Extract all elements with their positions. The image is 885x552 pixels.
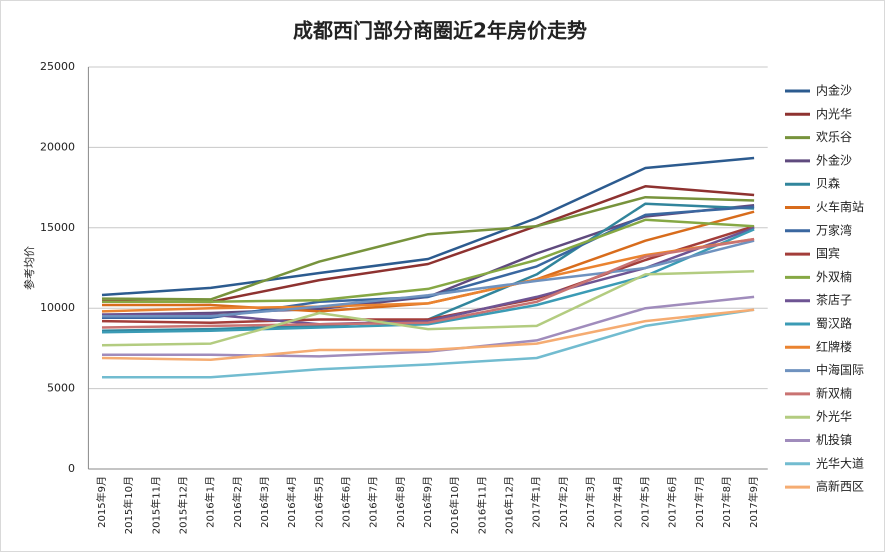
legend-label: 内金沙 bbox=[816, 83, 852, 98]
x-tick-label: 2016年5月 bbox=[312, 476, 325, 528]
x-tick-label: 2016年1月 bbox=[204, 476, 217, 528]
series-line bbox=[102, 205, 755, 320]
x-tick-label: 2015年12月 bbox=[177, 476, 190, 534]
x-tick-label: 2017年1月 bbox=[530, 476, 543, 528]
legend-label: 火车南站 bbox=[816, 199, 864, 214]
x-tick-label: 2016年7月 bbox=[367, 476, 380, 528]
legend-label: 国宾 bbox=[816, 246, 840, 261]
x-tick-label: 2016年9月 bbox=[421, 476, 434, 528]
y-tick-label: 5000 bbox=[47, 382, 75, 395]
series-line bbox=[101, 308, 755, 361]
x-tick-label: 2015年9月 bbox=[95, 476, 108, 528]
legend-label: 新双楠 bbox=[816, 385, 852, 400]
x-tick-label: 2017年2月 bbox=[557, 476, 570, 528]
series-line bbox=[101, 237, 755, 313]
series-line bbox=[101, 269, 755, 347]
x-tick-label: 2016年8月 bbox=[394, 476, 407, 528]
legend-label: 蜀汉路 bbox=[816, 316, 852, 331]
x-tick-label: 2017年7月 bbox=[693, 476, 706, 528]
series-line bbox=[102, 218, 755, 304]
x-tick-label: 2017年3月 bbox=[584, 476, 597, 528]
y-tick-label: 25000 bbox=[40, 60, 75, 73]
series-line bbox=[102, 295, 755, 358]
x-tick-label: 2017年8月 bbox=[720, 476, 733, 528]
legend-label: 光华大道 bbox=[816, 456, 864, 470]
x-tick-label: 2015年10月 bbox=[122, 476, 135, 534]
x-tick-label: 2016年12月 bbox=[503, 476, 516, 534]
x-tick-label: 2017年4月 bbox=[611, 476, 624, 528]
y-tick-label: 0 bbox=[68, 462, 75, 475]
x-tick-label: 2016年6月 bbox=[340, 476, 353, 528]
series-line bbox=[101, 156, 755, 297]
y-tick-label: 10000 bbox=[40, 301, 75, 314]
series-line bbox=[102, 308, 755, 379]
x-tick-label: 2016年3月 bbox=[258, 476, 271, 528]
y-axis-label: 参考均价 bbox=[22, 246, 36, 290]
legend-label: 高新西区 bbox=[816, 479, 864, 494]
x-tick-label: 2016年2月 bbox=[231, 476, 244, 528]
legend-label: 中海国际 bbox=[816, 362, 864, 377]
x-tick-label: 2017年9月 bbox=[747, 476, 760, 528]
legend-label: 外双楠 bbox=[816, 269, 852, 284]
series-line bbox=[101, 195, 755, 301]
x-tick-label: 2016年10月 bbox=[448, 476, 461, 534]
legend-label: 欢乐谷 bbox=[816, 129, 852, 144]
series-line bbox=[101, 225, 755, 324]
legend-label: 万家湾 bbox=[816, 222, 852, 237]
y-tick-label: 20000 bbox=[40, 140, 75, 153]
legend-label: 红牌楼 bbox=[816, 339, 852, 354]
legend-label: 外光华 bbox=[816, 410, 852, 424]
series-line bbox=[102, 239, 755, 318]
y-tick-label: 15000 bbox=[40, 221, 75, 234]
x-tick-label: 2016年4月 bbox=[285, 476, 298, 528]
series-line bbox=[101, 228, 755, 334]
series-line bbox=[101, 237, 755, 329]
x-tick-label: 2016年11月 bbox=[475, 476, 488, 534]
legend-label: 内光华 bbox=[816, 107, 852, 121]
legend-label: 外金沙 bbox=[816, 152, 852, 167]
chart-title: 成都西门部分商圈近2年房价走势 bbox=[293, 19, 587, 43]
legend-label: 贝森 bbox=[816, 176, 840, 191]
x-tick-label: 2017年6月 bbox=[666, 476, 679, 528]
x-tick-label: 2015年11月 bbox=[149, 476, 162, 534]
legend-label: 机投镇 bbox=[816, 432, 852, 447]
x-tick-label: 2017年5月 bbox=[638, 476, 651, 528]
legend-label: 茶店子 bbox=[816, 292, 852, 307]
